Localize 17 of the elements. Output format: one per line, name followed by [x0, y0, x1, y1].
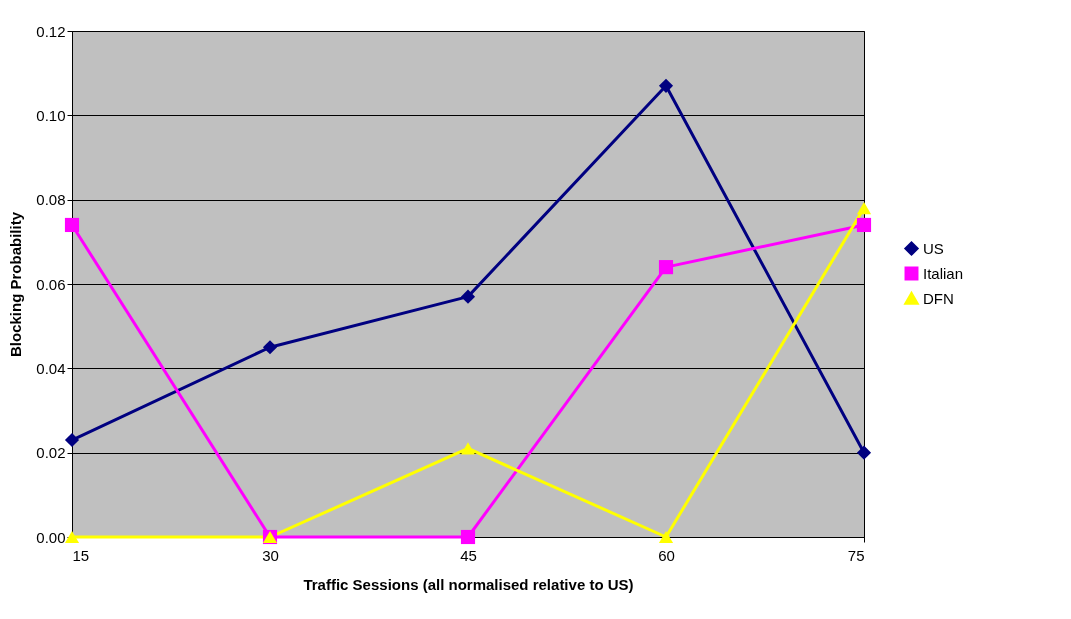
- x-tick-label: 75: [847, 546, 865, 564]
- x-tick-label: 60: [658, 546, 675, 564]
- y-tick-label: 0.02: [36, 444, 66, 462]
- y-tick-label: 0.08: [36, 191, 66, 209]
- x-tick-label: 30: [262, 546, 279, 564]
- legend-label: Italian: [923, 264, 964, 282]
- y-tick-label: 0.06: [36, 275, 66, 293]
- x-tick-label: 15: [72, 546, 90, 564]
- x-axis-title: Traffic Sessions (all normalised relative to US): [303, 575, 634, 593]
- legend-label: US: [923, 239, 944, 257]
- y-tick-label: 0.04: [36, 359, 66, 377]
- y-axis-title: Blocking Probability: [7, 211, 25, 358]
- y-tick-label: 0.10: [36, 106, 66, 124]
- y-tick-label: 0.00: [36, 528, 66, 546]
- y-tick-label: 0.12: [36, 22, 66, 40]
- legend-label: DFN: [923, 289, 954, 307]
- x-tick-label: 45: [460, 546, 477, 564]
